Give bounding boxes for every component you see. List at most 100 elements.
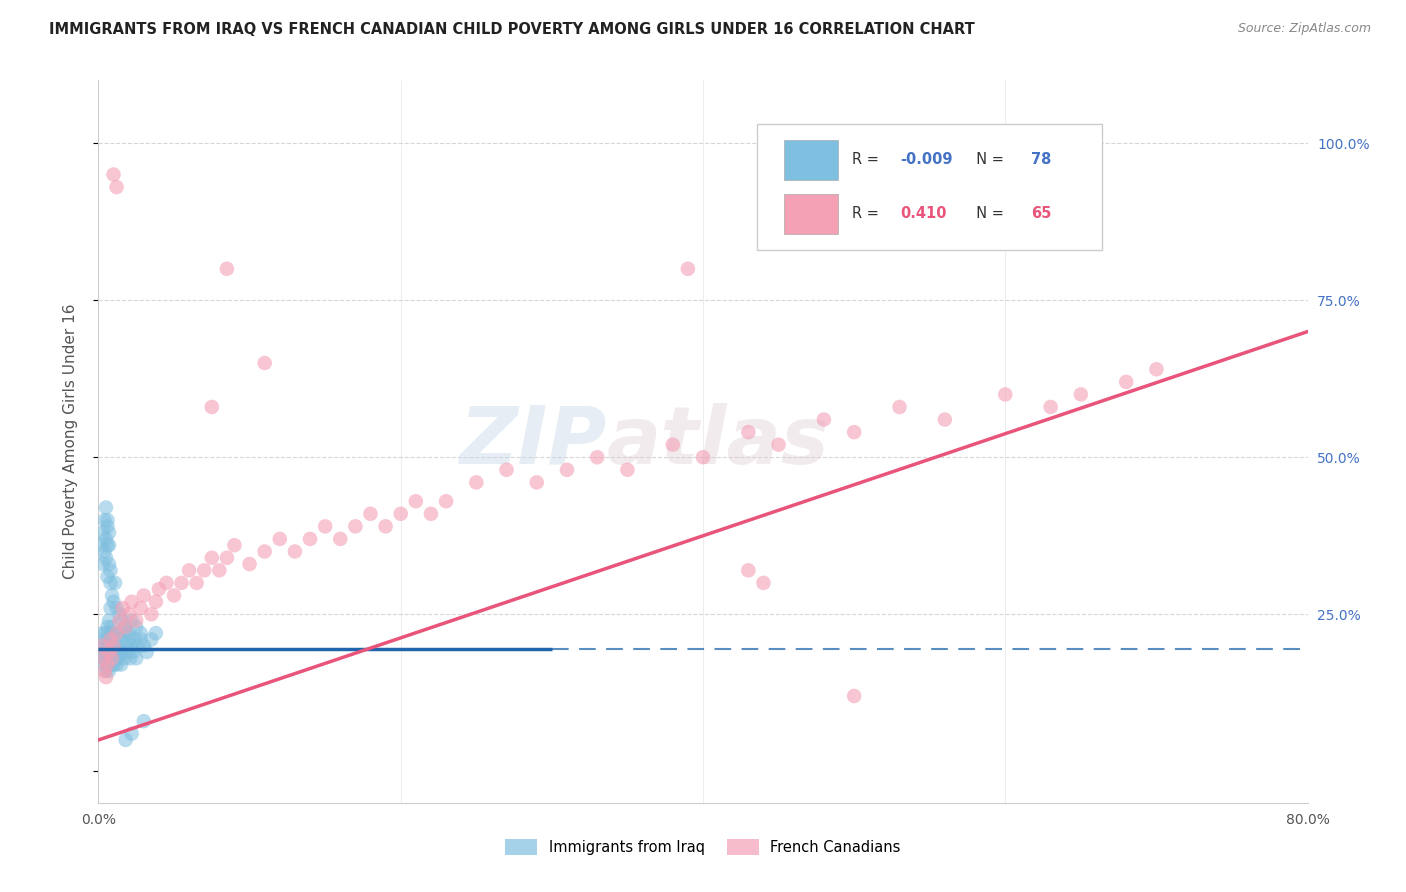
- Point: [98, 664, 121, 678]
- Point: [111, 614, 134, 628]
- Point: [844, 425, 866, 439]
- Bar: [785, 140, 838, 180]
- Point: [526, 475, 548, 490]
- Point: [163, 589, 186, 603]
- Point: [145, 626, 167, 640]
- Point: [91, 626, 114, 640]
- Point: [269, 532, 291, 546]
- Text: IMMIGRANTS FROM IRAQ VS FRENCH CANADIAN CHILD POVERTY AMONG GIRLS UNDER 16 CORRE: IMMIGRANTS FROM IRAQ VS FRENCH CANADIAN …: [49, 22, 974, 37]
- Point: [284, 544, 307, 558]
- Point: [555, 463, 578, 477]
- Point: [108, 645, 131, 659]
- Text: R =: R =: [852, 206, 887, 221]
- Point: [96, 538, 118, 552]
- Point: [100, 575, 122, 590]
- Point: [374, 519, 396, 533]
- Point: [129, 626, 152, 640]
- Text: Source: ZipAtlas.com: Source: ZipAtlas.com: [1237, 22, 1371, 36]
- Point: [141, 632, 163, 647]
- Point: [96, 519, 118, 533]
- Point: [114, 620, 136, 634]
- Bar: [785, 194, 838, 235]
- Point: [103, 595, 125, 609]
- Point: [101, 639, 124, 653]
- Point: [94, 664, 117, 678]
- Point: [692, 450, 714, 465]
- Point: [224, 538, 246, 552]
- Point: [103, 168, 125, 182]
- Point: [889, 400, 911, 414]
- Text: 0.410: 0.410: [900, 206, 946, 221]
- Point: [105, 639, 128, 653]
- Point: [215, 261, 238, 276]
- Point: [114, 626, 136, 640]
- Point: [96, 639, 118, 653]
- Point: [98, 614, 121, 628]
- Point: [104, 651, 127, 665]
- Point: [93, 657, 115, 672]
- Point: [141, 607, 163, 622]
- Point: [170, 575, 193, 590]
- Point: [96, 569, 118, 583]
- Point: [752, 575, 775, 590]
- Point: [768, 438, 790, 452]
- Point: [299, 532, 322, 546]
- Point: [100, 601, 122, 615]
- Point: [121, 727, 143, 741]
- Point: [129, 632, 152, 647]
- Point: [120, 651, 142, 665]
- Point: [1144, 362, 1167, 376]
- Text: 65: 65: [1031, 206, 1052, 221]
- Point: [495, 463, 517, 477]
- Point: [1070, 387, 1092, 401]
- Point: [90, 538, 112, 552]
- Point: [93, 544, 115, 558]
- Text: R =: R =: [852, 153, 883, 168]
- Point: [98, 651, 121, 665]
- Point: [94, 532, 117, 546]
- Text: atlas: atlas: [606, 402, 830, 481]
- Point: [91, 525, 114, 540]
- Point: [118, 607, 141, 622]
- Point: [94, 550, 117, 565]
- Point: [616, 463, 638, 477]
- Point: [93, 513, 115, 527]
- Point: [129, 601, 152, 615]
- Point: [94, 651, 117, 665]
- Point: [98, 538, 121, 552]
- Point: [103, 645, 125, 659]
- Point: [100, 632, 122, 647]
- Point: [100, 645, 122, 659]
- Point: [179, 563, 201, 577]
- Point: [101, 651, 124, 665]
- Point: [155, 575, 177, 590]
- Point: [193, 563, 215, 577]
- Point: [360, 507, 382, 521]
- Point: [124, 632, 146, 647]
- Legend: Immigrants from Iraq, French Canadians: Immigrants from Iraq, French Canadians: [499, 833, 907, 861]
- Y-axis label: Child Poverty Among Girls Under 16: Child Poverty Among Girls Under 16: [63, 304, 77, 579]
- Point: [93, 632, 115, 647]
- Point: [108, 607, 131, 622]
- Point: [118, 632, 141, 647]
- Point: [186, 575, 208, 590]
- Point: [465, 475, 488, 490]
- Point: [103, 639, 125, 653]
- Point: [108, 614, 131, 628]
- Point: [934, 412, 956, 426]
- Point: [107, 626, 129, 640]
- Point: [737, 425, 759, 439]
- Point: [389, 507, 412, 521]
- Point: [105, 601, 128, 615]
- Point: [405, 494, 427, 508]
- Point: [91, 651, 114, 665]
- Point: [96, 620, 118, 634]
- Point: [101, 620, 124, 634]
- Text: N =: N =: [966, 153, 1008, 168]
- Point: [107, 651, 129, 665]
- Point: [104, 632, 127, 647]
- Point: [132, 714, 155, 728]
- Point: [91, 651, 114, 665]
- Point: [329, 532, 352, 546]
- Point: [114, 620, 136, 634]
